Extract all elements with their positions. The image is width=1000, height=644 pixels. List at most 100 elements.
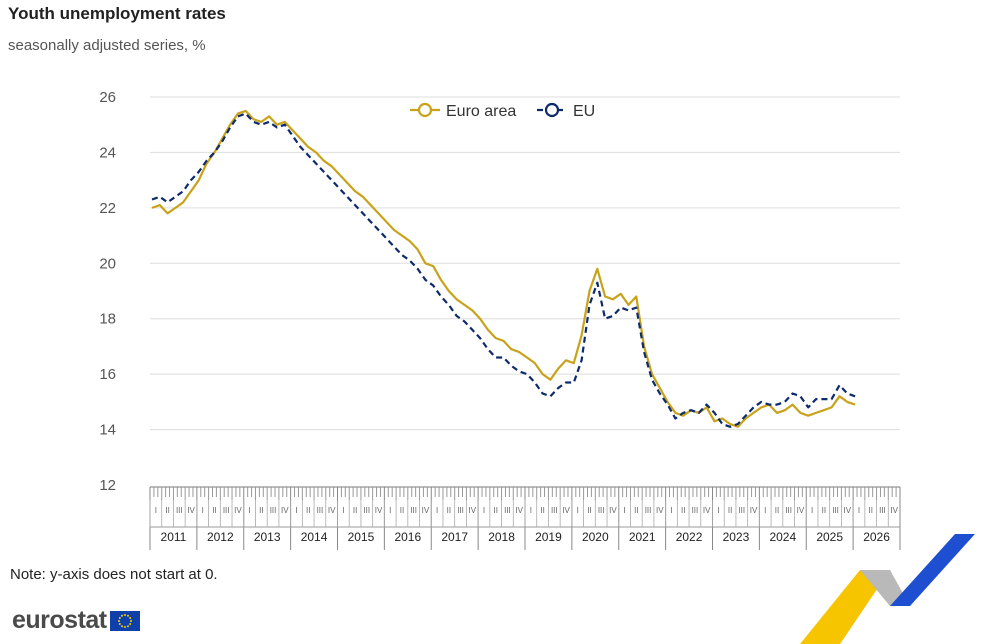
quarter-label: III: [363, 506, 370, 515]
chart-title: Youth unemployment rates: [8, 4, 226, 23]
y-tick-label: 22: [99, 200, 116, 217]
quarter-label: I: [811, 506, 813, 515]
quarter-label: IV: [797, 506, 805, 515]
legend[interactable]: Euro area EU: [410, 102, 595, 120]
quarter-label: III: [176, 506, 183, 515]
logo-text: eurostat: [12, 606, 107, 634]
legend-label: EU: [573, 103, 595, 120]
quarter-label: IV: [281, 506, 289, 515]
year-label: 2023: [723, 530, 750, 544]
series-line-euro-area[interactable]: [151, 109, 856, 428]
legend-item[interactable]: Euro area: [410, 102, 516, 120]
year-label: 2026: [863, 530, 890, 544]
y-tick-label: 14: [99, 422, 116, 439]
year-label: 2021: [629, 530, 656, 544]
quarter-label: IV: [234, 506, 242, 515]
quarter-label: IV: [515, 506, 523, 515]
quarter-label: IV: [422, 506, 430, 515]
quarter-label: II: [634, 506, 638, 515]
quarter-label: IV: [562, 506, 570, 515]
quarter-label: IV: [843, 506, 851, 515]
quarter-label: II: [353, 506, 357, 515]
quarter-label: IV: [609, 506, 617, 515]
series-lines: [151, 109, 856, 428]
quarter-label: I: [670, 506, 672, 515]
year-label: 2022: [676, 530, 703, 544]
quarter-label: I: [623, 506, 625, 515]
quarter-label: II: [493, 506, 497, 515]
year-label: 2015: [348, 530, 375, 544]
quarter-label: IV: [375, 506, 383, 515]
quarter-label: II: [587, 506, 591, 515]
quarter-label: III: [270, 506, 277, 515]
year-label: 2020: [582, 530, 609, 544]
quarter-label: II: [822, 506, 826, 515]
legend-item[interactable]: EU: [537, 102, 595, 120]
year-label: 2012: [207, 530, 234, 544]
year-label: 2013: [254, 530, 281, 544]
y-tick-label: 16: [99, 366, 116, 383]
quarter-label: I: [530, 506, 532, 515]
quarter-label: III: [410, 506, 417, 515]
y-tick-label: 12: [99, 477, 116, 494]
quarter-label: II: [212, 506, 216, 515]
year-label: 2017: [441, 530, 468, 544]
quarter-label: II: [868, 506, 872, 515]
quarter-label: I: [295, 506, 297, 515]
year-label: 2024: [769, 530, 796, 544]
legend-marker: [417, 102, 433, 118]
y-tick-label: 18: [99, 311, 116, 328]
quarter-label: I: [764, 506, 766, 515]
quarter-label: IV: [187, 506, 195, 515]
chart-note: Note: y-axis does not start at 0.: [10, 566, 218, 583]
quarter-label: III: [879, 506, 886, 515]
year-label: 2016: [394, 530, 421, 544]
quarter-label: II: [681, 506, 685, 515]
eurostat-logo[interactable]: eurostat: [12, 606, 140, 635]
quarter-label: I: [155, 506, 157, 515]
quarter-label: II: [306, 506, 310, 515]
decorative-arrow-graphic: [800, 534, 975, 644]
quarter-label: III: [457, 506, 464, 515]
quarter-label: II: [259, 506, 263, 515]
quarter-label: I: [483, 506, 485, 515]
quarter-label: II: [775, 506, 779, 515]
y-axis-tick-labels: 12 14 16 18 20 22 24 26: [99, 89, 116, 494]
quarter-label: II: [728, 506, 732, 515]
quarter-label: II: [447, 506, 451, 515]
quarter-label: I: [202, 506, 204, 515]
quarter-label: IV: [656, 506, 664, 515]
quarter-label: I: [389, 506, 391, 515]
legend-marker: [544, 102, 560, 118]
quarter-label: III: [598, 506, 605, 515]
quarter-label: III: [832, 506, 839, 515]
quarter-label: IV: [750, 506, 758, 515]
y-tick-label: 24: [99, 144, 116, 161]
quarter-label: I: [436, 506, 438, 515]
quarter-label: III: [504, 506, 511, 515]
year-label: 2011: [161, 530, 187, 544]
quarter-label: IV: [703, 506, 711, 515]
quarter-label: I: [342, 506, 344, 515]
quarter-label: III: [692, 506, 699, 515]
year-label: 2019: [535, 530, 562, 544]
quarter-label: III: [645, 506, 652, 515]
quarter-label: III: [551, 506, 558, 515]
quarter-label: IV: [328, 506, 336, 515]
year-label: 2014: [301, 530, 328, 544]
quarter-label: I: [858, 506, 860, 515]
year-label: 2018: [488, 530, 515, 544]
legend-label: Euro area: [446, 103, 516, 120]
series-line-eu[interactable]: [151, 112, 856, 428]
y-tick-label: 26: [99, 89, 116, 106]
y-tick-label: 20: [99, 255, 116, 272]
quarter-label: III: [317, 506, 324, 515]
quarter-label: III: [223, 506, 230, 515]
quarter-label: II: [165, 506, 169, 515]
quarter-label: III: [738, 506, 745, 515]
grid-lines: [150, 96, 900, 431]
year-label: 2025: [816, 530, 843, 544]
quarter-label: I: [248, 506, 250, 515]
